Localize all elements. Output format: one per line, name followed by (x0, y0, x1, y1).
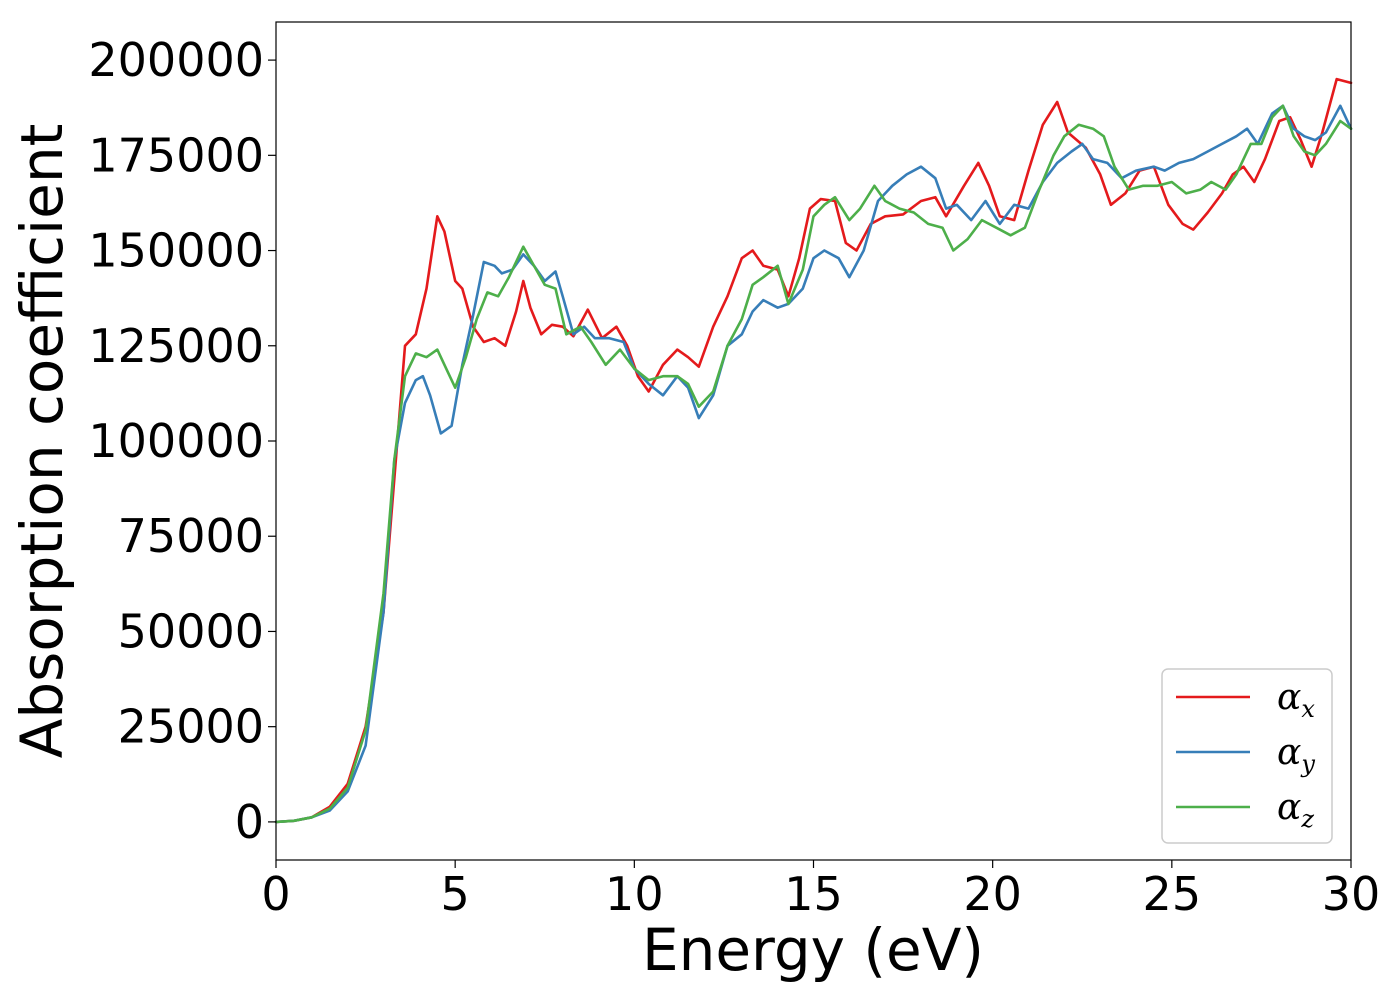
x-tick-label: 15 (784, 867, 843, 921)
x-tick-label: 0 (261, 867, 290, 921)
y-tick-label: 75000 (118, 509, 264, 563)
y-tick-label: 0 (235, 795, 264, 849)
legend-frame (1161, 668, 1333, 844)
legend-label-z: αz (1277, 787, 1314, 833)
y-tick-label: 200000 (88, 33, 264, 87)
y-tick-label: 100000 (88, 414, 264, 468)
series-line-x (274, 77, 1353, 824)
y-axis-label: Absorption coefficient (8, 124, 76, 759)
legend-label-y: αy (1277, 732, 1315, 778)
y-axis-ticks: 0 25000 50000 75000 100000 125000 150000 175000… (88, 33, 276, 849)
x-tick-label: 30 (1322, 867, 1381, 921)
y-tick-label: 175000 (88, 128, 264, 182)
y-tick-label: 50000 (118, 604, 264, 658)
y-tick-label: 150000 (88, 224, 264, 278)
x-tick-label: 20 (963, 867, 1022, 921)
legend: αx αy αz (1161, 668, 1333, 844)
legend-label-x: αx (1277, 677, 1315, 723)
x-tick-label: 10 (605, 867, 664, 921)
x-axis-ticks: 0 5 10 15 20 25 30 (261, 860, 1380, 921)
y-tick-label: 125000 (88, 319, 264, 373)
x-tick-label: 25 (1143, 867, 1202, 921)
y-tick-label: 25000 (118, 700, 264, 754)
series-layer (274, 77, 1353, 824)
x-tick-label: 5 (441, 867, 470, 921)
series-line-y (274, 104, 1353, 824)
series-line-z (274, 104, 1353, 824)
x-axis-label: Energy (eV) (642, 916, 984, 984)
